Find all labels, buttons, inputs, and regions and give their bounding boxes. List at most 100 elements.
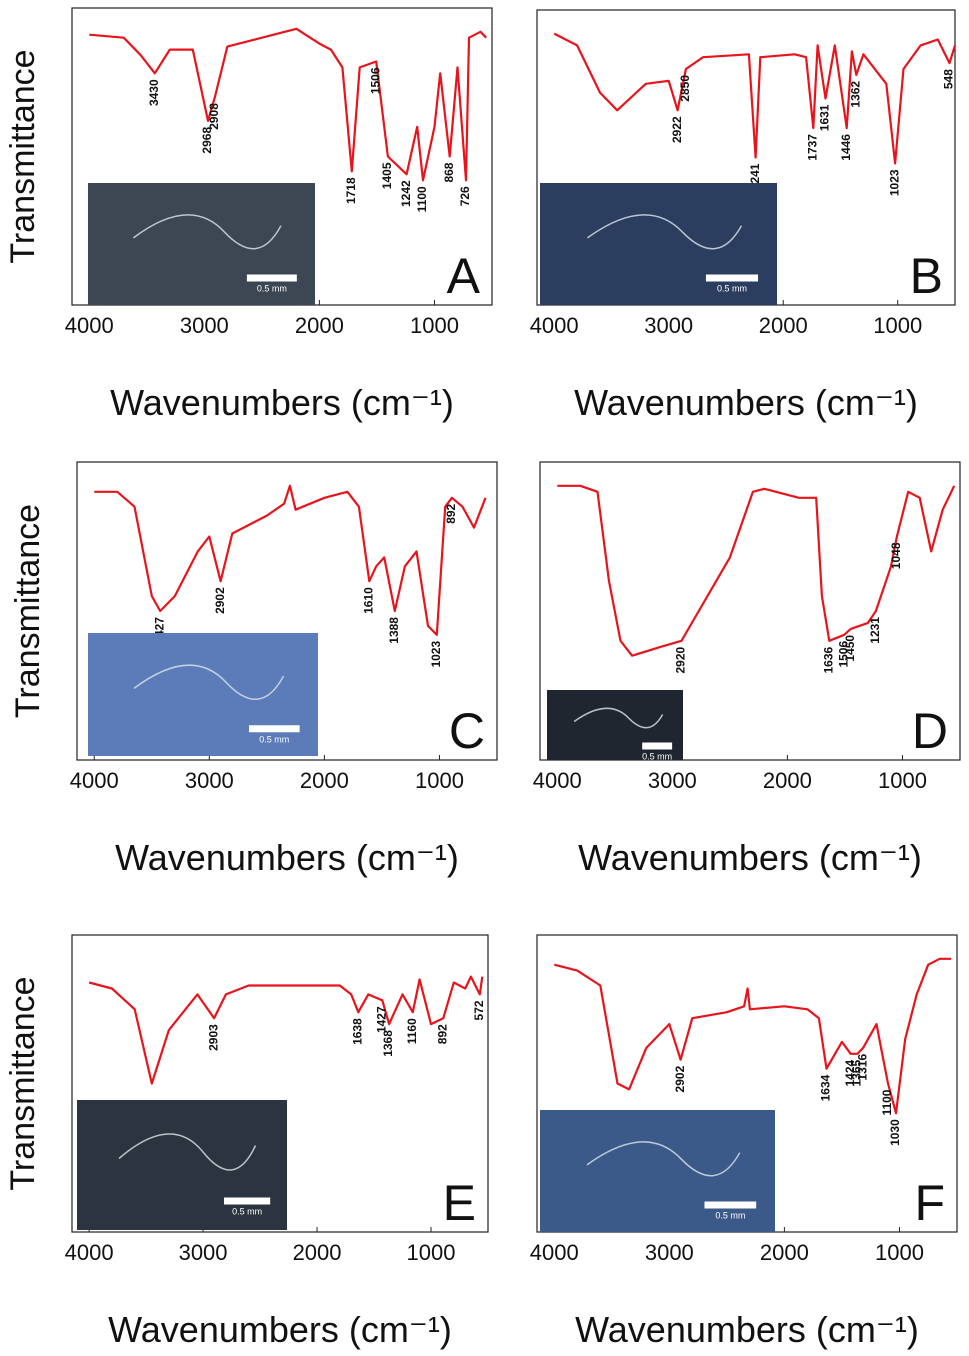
scale-label: 0.5 mm (232, 1207, 262, 1217)
x-tick-label: 2000 (295, 313, 344, 338)
spectrum-line (88, 975, 484, 1085)
peak-label: 1506 (368, 67, 382, 94)
inset-fiber (573, 707, 664, 729)
peak-label: 1631 (818, 104, 832, 131)
peak-label: 1316 (855, 1054, 869, 1081)
x-tick-label: 3000 (645, 1240, 694, 1265)
x-tick-label: 4000 (65, 313, 114, 338)
peak-label: 2908 (207, 103, 221, 130)
x-tick-label: 1000 (878, 768, 927, 793)
inset-fiber (586, 214, 743, 250)
peak-label: 1427 (375, 1006, 389, 1033)
x-tick-label: 1000 (875, 1240, 924, 1265)
scale-label: 0.5 mm (642, 752, 672, 762)
scale-bar (705, 274, 759, 282)
peak-label: 1100 (880, 1089, 894, 1115)
scale-label: 0.5 mm (259, 734, 289, 744)
peak-label: 2850 (678, 75, 692, 102)
peak-label: 1718 (344, 177, 358, 204)
peak-label: 2903 (206, 1024, 220, 1051)
x-axis-label: Wavenumbers (cm⁻¹) (575, 1309, 919, 1350)
panel-letter: D (912, 703, 948, 759)
scale-bar (224, 1197, 271, 1205)
peak-label: 1048 (889, 542, 903, 569)
peak-label: 2922 (670, 116, 684, 143)
peak-label: 1242 (399, 180, 413, 207)
peak-label: 2920 (674, 646, 688, 673)
peak-label: 1362 (848, 81, 862, 108)
inset-photo (540, 1110, 775, 1232)
peak-label: 726 (458, 186, 472, 206)
panel-letter: C (449, 703, 485, 759)
scale-bar (249, 725, 300, 733)
x-tick-label: 4000 (533, 768, 582, 793)
peak-label: 1636 (821, 646, 835, 673)
peak-label: 1450 (843, 635, 857, 662)
spectrum-line (554, 957, 952, 1115)
inset-fiber (132, 214, 282, 250)
x-axis-label: Wavenumbers (cm⁻¹) (108, 1309, 452, 1350)
panel-letter: E (443, 1175, 476, 1231)
x-tick-label: 3000 (648, 768, 697, 793)
peak-label: 1424 (843, 1059, 857, 1086)
peak-label: 572 (472, 1000, 486, 1020)
x-tick-label: 3000 (180, 313, 229, 338)
scale-label: 0.5 mm (715, 1211, 745, 1221)
peak-label: 1100 (415, 186, 429, 212)
x-tick-label: 4000 (70, 768, 119, 793)
inset-fiber (586, 1141, 741, 1177)
x-tick-label: 1000 (415, 768, 464, 793)
spectrum-line (94, 484, 487, 636)
inset-fiber (118, 1133, 257, 1171)
peak-label: 892 (435, 1024, 449, 1044)
inset-photo (88, 183, 315, 305)
peak-label: 2902 (213, 587, 227, 614)
inset-photo (77, 1100, 287, 1230)
scale-bar (642, 742, 673, 750)
x-tick-label: 2000 (300, 768, 349, 793)
x-tick-label: 4000 (530, 313, 579, 338)
spectrum-line (557, 484, 956, 657)
peak-label: 1610 (361, 587, 375, 614)
x-tick-label: 3000 (644, 313, 693, 338)
peak-label: 1368 (381, 1030, 395, 1057)
inset-photo (88, 633, 318, 756)
x-tick-label: 4000 (530, 1240, 579, 1265)
peak-label: 2968 (200, 127, 214, 154)
y-axis-label: Transmittance (4, 49, 42, 263)
x-tick-label: 2000 (293, 1240, 342, 1265)
x-tick-label: 4000 (65, 1240, 114, 1265)
panel-letter: B (910, 248, 943, 304)
peak-label: 1446 (839, 134, 853, 161)
x-tick-label: 2000 (759, 313, 808, 338)
y-axis-label: Transmittance (9, 504, 47, 718)
peak-label: 1231 (868, 617, 882, 644)
peak-label: 2902 (673, 1065, 687, 1092)
peak-label: 1405 (380, 162, 394, 189)
x-tick-label: 1000 (407, 1240, 456, 1265)
peak-label: 548 (942, 69, 956, 89)
x-tick-label: 3000 (179, 1240, 228, 1265)
x-tick-label: 1000 (410, 313, 459, 338)
peak-label: 1030 (888, 1119, 902, 1146)
scale-label: 0.5 mm (717, 284, 747, 294)
peak-label: 1023 (429, 641, 443, 668)
x-tick-label: 2000 (760, 1240, 809, 1265)
peak-label: 892 (444, 503, 458, 523)
peak-label: 3430 (147, 79, 161, 106)
scale-label: 0.5 mm (257, 284, 287, 294)
inset-photo (540, 183, 777, 305)
scale-bar (704, 1201, 757, 1209)
x-axis-label: Wavenumbers (cm⁻¹) (110, 382, 454, 423)
peak-label: 1506 (836, 641, 850, 668)
peak-label: 1023 (887, 169, 901, 196)
scale-bar (246, 274, 297, 282)
peak-label: 1638 (350, 1018, 364, 1045)
inset-fiber (133, 664, 285, 700)
x-tick-label: 3000 (185, 768, 234, 793)
spectrum-line (553, 32, 957, 165)
peak-label: 1365 (850, 1059, 864, 1086)
peak-label: 1737 (806, 134, 820, 161)
y-axis-label: Transmittance (4, 976, 42, 1190)
